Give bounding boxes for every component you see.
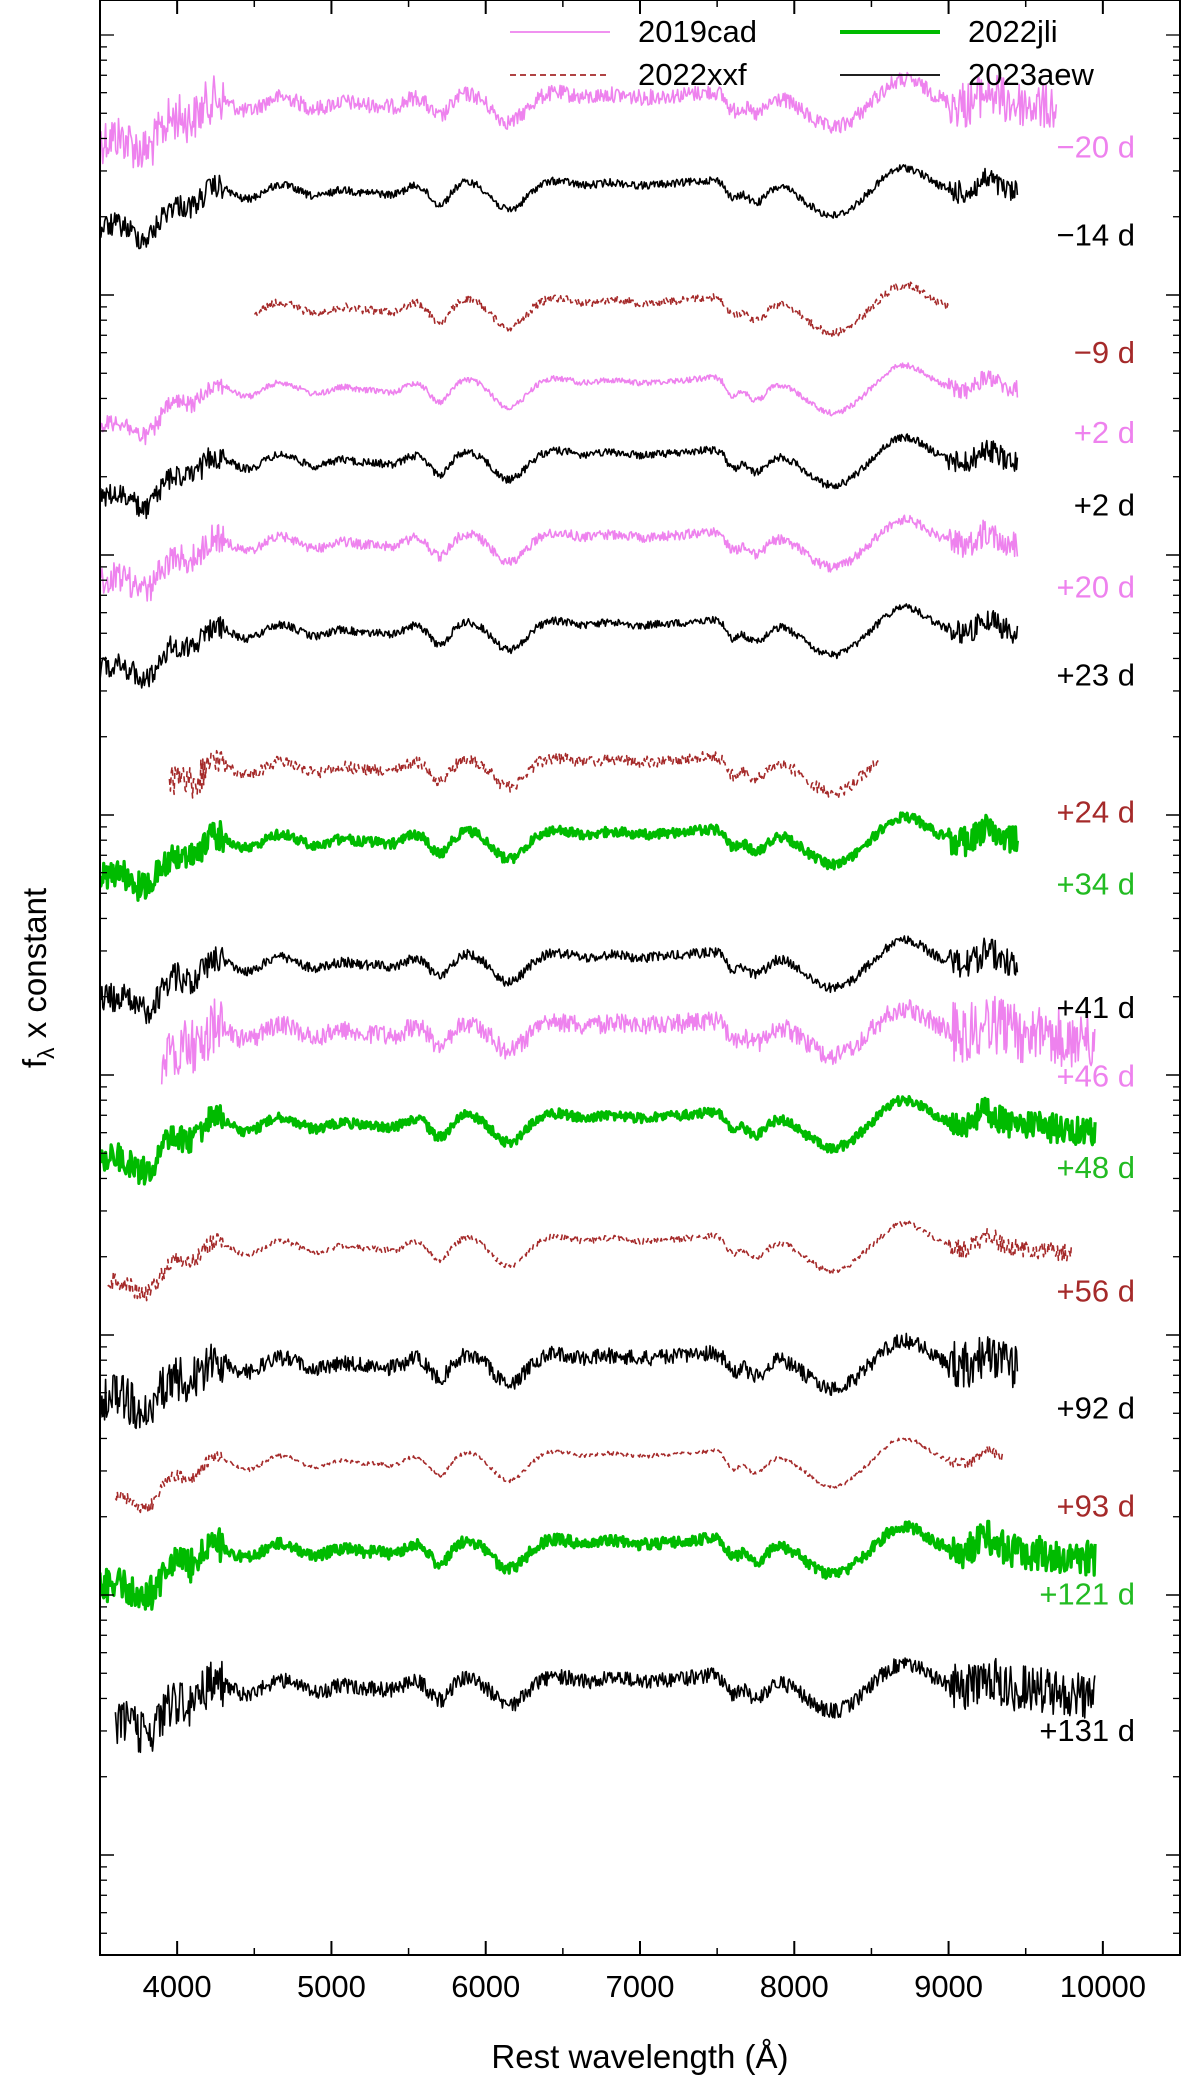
x-tick-label-6000: 6000	[451, 1969, 520, 2004]
spectrum-2023aew-4	[100, 433, 1019, 520]
plot-frame	[99, 0, 1181, 1956]
epoch-label-2023aew-6: +23 d	[1057, 657, 1135, 692]
spectrum-2023aew-13	[100, 1332, 1019, 1430]
spectrum-2023aew-1	[100, 164, 1019, 250]
epoch-label-2022jli-15: +121 d	[1039, 1576, 1135, 1611]
epoch-label-2023aew-4: +2 d	[1074, 487, 1135, 522]
spectrum-2022xxf-12	[107, 1220, 1073, 1302]
spectrum-2023aew-9	[100, 935, 1019, 1025]
epoch-label-2019cad-10: +46 d	[1057, 1058, 1135, 1093]
spectrum-2019cad-0	[100, 70, 1058, 169]
spectrum-2022jli-15	[100, 1519, 1097, 1611]
axis-layer: 4000 5000 6000 7000 8000 9000 10000	[99, 0, 1181, 2004]
legend-label-2023aew: 2023aew	[968, 57, 1094, 92]
spectrum-2022jli-11	[100, 1094, 1097, 1186]
x-tick-label-7000: 7000	[606, 1969, 675, 2004]
plot-area	[100, 70, 1097, 1754]
legend-label-2022jli: 2022jli	[968, 14, 1058, 49]
x-tick-label-10000: 10000	[1060, 1969, 1146, 2004]
epoch-label-2022xxf-14: +93 d	[1057, 1488, 1135, 1523]
x-tick-label-9000: 9000	[914, 1969, 983, 2004]
epoch-label-2019cad-5: +20 d	[1057, 570, 1135, 605]
legend: 2019cad 2022xxf 2022jli 2023aew	[510, 14, 1094, 92]
y-axis-title-main: f	[16, 1058, 53, 1068]
x-tick-label-5000: 5000	[297, 1969, 366, 2004]
epoch-label-2019cad-3: +2 d	[1074, 415, 1135, 450]
spectrum-2019cad-5	[100, 514, 1019, 602]
epoch-label-2022jli-8: +34 d	[1057, 867, 1135, 902]
spectrum-2019cad-10	[160, 995, 1096, 1085]
spectrum-2019cad-3	[100, 362, 1019, 446]
epoch-label-2022xxf-12: +56 d	[1057, 1273, 1135, 1308]
spectrum-2022xxf-14	[114, 1436, 1004, 1514]
spectrum-2022xxf-2	[254, 280, 950, 338]
epoch-label-2023aew-1: −14 d	[1057, 218, 1135, 253]
y-axis-title-rest: x constant	[16, 888, 53, 1048]
spectra-layer	[100, 70, 1097, 1754]
x-axis-title: Rest wavelength (Å)	[491, 2038, 788, 2075]
legend-label-2022xxf: 2022xxf	[638, 57, 747, 92]
x-tick-label-4000: 4000	[143, 1969, 212, 2004]
y-axis-title: fλ x constant	[16, 888, 59, 1068]
spectrum-2022xxf-7	[168, 749, 880, 799]
spectrum-2022jli-8	[100, 811, 1019, 902]
epoch-label-2022xxf-2: −9 d	[1074, 335, 1135, 370]
epoch-label-2022xxf-7: +24 d	[1057, 794, 1135, 829]
legend-label-2019cad: 2019cad	[638, 14, 757, 49]
epoch-label-2023aew-16: +131 d	[1039, 1713, 1135, 1748]
epoch-label-2022jli-11: +48 d	[1057, 1150, 1135, 1185]
spectrum-2023aew-16	[114, 1657, 1096, 1754]
epoch-label-2019cad-0: −20 d	[1057, 130, 1135, 165]
epoch-label-layer: −20 d −14 d −9 d +2 d +2 d +20 d +23 d +24 d +34…	[1039, 130, 1135, 1749]
x-tick-label-8000: 8000	[760, 1969, 829, 2004]
epoch-label-2023aew-9: +41 d	[1057, 990, 1135, 1025]
spectrum-2023aew-6	[100, 603, 1019, 689]
y-axis-title-subscript: λ	[33, 1047, 59, 1059]
epoch-label-2023aew-13: +92 d	[1057, 1391, 1135, 1426]
